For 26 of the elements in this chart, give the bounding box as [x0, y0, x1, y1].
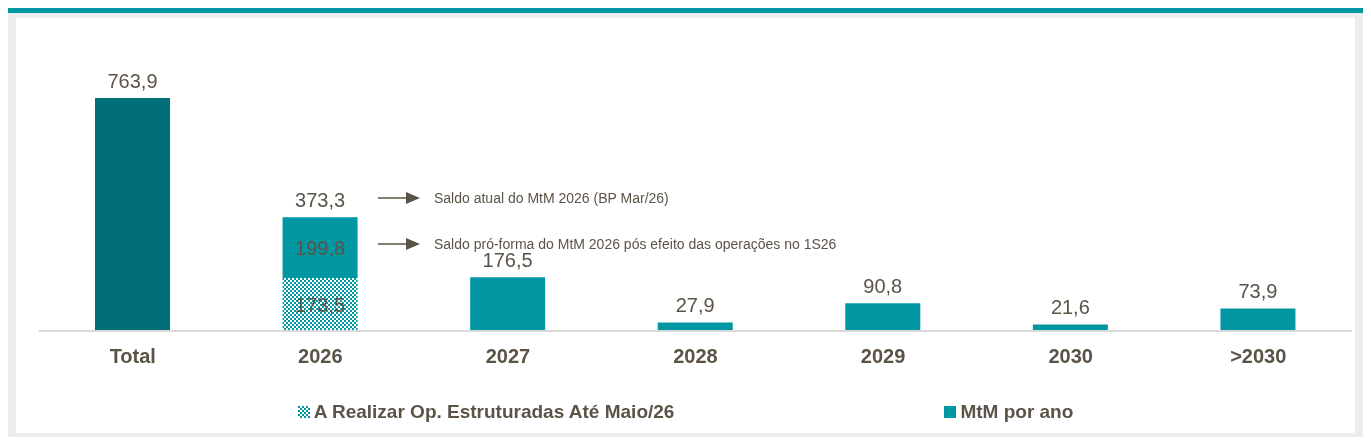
data-label: 90,8 [863, 275, 903, 298]
x-tick-label: >2030 [1230, 345, 1287, 368]
bar [1032, 324, 1108, 331]
total-label: 373,3 [295, 189, 346, 212]
x-tick-label: 2028 [673, 345, 718, 368]
annotation: Saldo pró-forma do MtM 2026 pós efeito das operações no 1S26 [434, 236, 837, 252]
bar [95, 98, 170, 331]
x-tick-label: 2027 [485, 345, 531, 368]
legend-label: A Realizar Op. Estruturadas Até Maio/26 [313, 401, 675, 423]
x-tick-label: Total [109, 345, 156, 368]
data-label: 73,9 [1238, 280, 1278, 303]
annotation: Saldo atual do MtM 2026 (BP Mar/26) [434, 190, 669, 206]
bar [1220, 308, 1296, 331]
data-label: 21,6 [1050, 296, 1090, 319]
data-label: 763,9 [107, 70, 158, 92]
data-label: 27,9 [675, 294, 715, 317]
bar [657, 322, 733, 331]
bar [282, 217, 358, 279]
bar [470, 277, 546, 331]
x-tick-label: 2026 [298, 345, 343, 368]
x-tick-label: 2030 [1048, 345, 1093, 368]
data-label: 199,8 [295, 236, 346, 259]
bar [845, 303, 921, 331]
x-tick-label: 2029 [860, 345, 906, 368]
legend-label: MtM por ano [960, 401, 1074, 423]
data-label: 176,5 [482, 249, 533, 272]
